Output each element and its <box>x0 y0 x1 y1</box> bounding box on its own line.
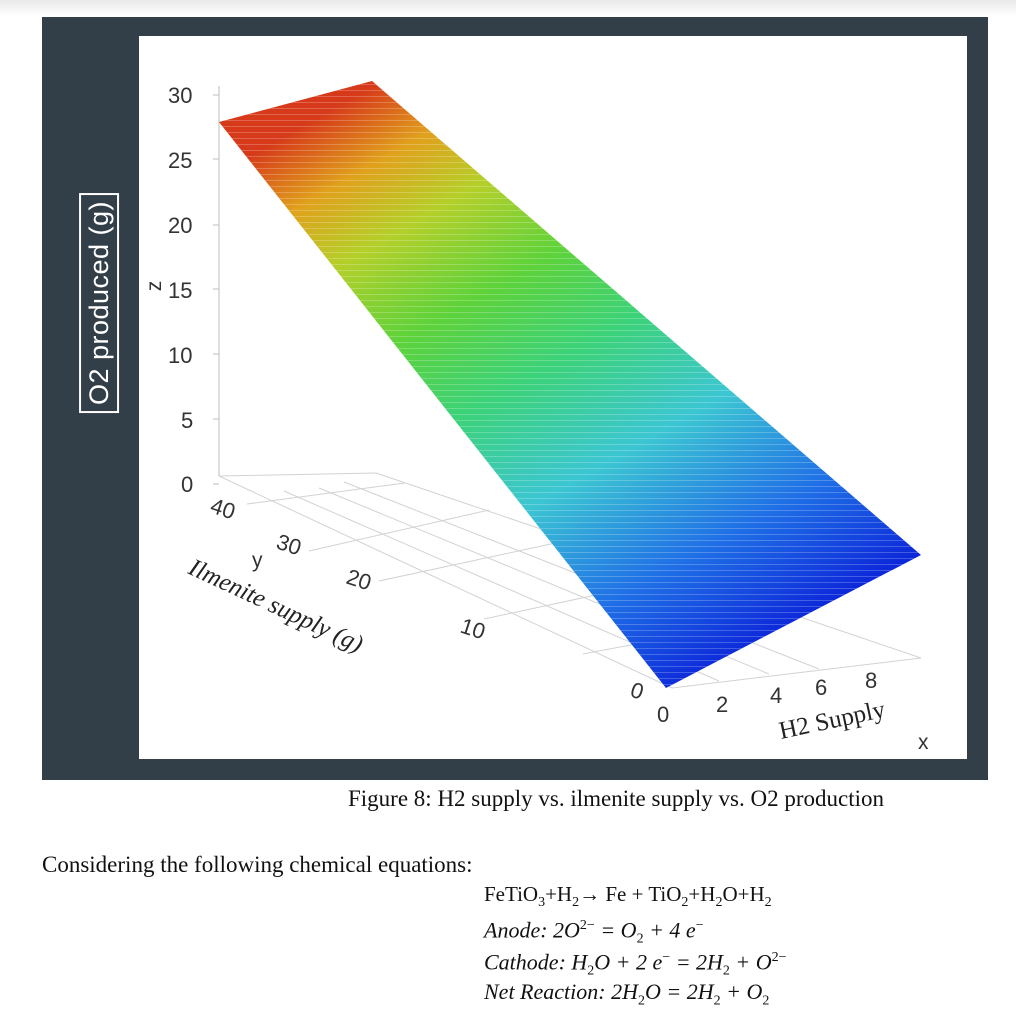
eq-part: → Fe + TiO <box>579 882 682 906</box>
eq-part: +H <box>688 882 716 906</box>
z-axis-name: z <box>143 281 166 292</box>
x-tick-label: 8 <box>865 668 877 693</box>
eq-sub: 2 <box>681 895 689 911</box>
outer-z-axis-label: O2 produced (g) <box>74 170 124 436</box>
y-axis-label: Ilmenite supply (g) <box>184 554 367 659</box>
eq-sub: 2 <box>764 895 772 911</box>
equation-anode: Anode: 2O2− = O2 + 4 e− <box>484 912 704 954</box>
x-axis-name: x <box>918 731 929 754</box>
eq-sup: − <box>662 950 671 965</box>
z-tick-label: 30 <box>168 83 192 108</box>
z-axis <box>213 86 220 485</box>
x-tick-label: 6 <box>815 675 827 700</box>
floor-outline <box>218 472 922 689</box>
eq-part: O = 2H <box>644 979 714 1004</box>
eq-part: + O <box>720 979 763 1004</box>
equation-net-reaction: Net Reaction: 2H2O = 2H2 + O2 <box>484 978 769 1015</box>
y-tick-label: 0 <box>627 677 646 705</box>
eq-sup: 2− <box>771 950 787 965</box>
z-tick-labels: 30 25 20 15 10 5 0 <box>168 83 193 497</box>
eq-sub: 2 <box>637 993 645 1009</box>
eq-colon: : <box>540 917 554 943</box>
eq-label: Cathode <box>484 949 559 975</box>
eq-part: H <box>571 949 588 975</box>
y-tick-label: 20 <box>343 564 374 595</box>
eq-sub: 2 <box>715 895 723 911</box>
z-tick-label: 10 <box>168 343 192 368</box>
z-tick-label: 25 <box>168 148 192 173</box>
eq-label: Anode <box>484 917 541 943</box>
eq-part: 2H <box>611 979 638 1004</box>
eq-colon: : <box>558 949 572 975</box>
eq-sub: 2 <box>636 931 644 947</box>
eq-sub: 2 <box>587 963 595 979</box>
equation-ilmenite-reduction: FeTiO3+H2→ Fe + TiO2+H2O+H2 <box>484 880 772 917</box>
eq-sup: − <box>695 918 704 933</box>
plot-panel: 30 25 20 15 10 5 0 z 40 30 20 10 0 y Ilm… <box>139 36 967 759</box>
eq-colon: : <box>598 979 612 1004</box>
eq-part: FeTiO <box>484 882 539 906</box>
equation-cathode: Cathode: H2O + 2 e− = 2H2 + O2− <box>484 944 787 986</box>
y-axis-name: y <box>252 549 263 572</box>
eq-part: O + 2 e <box>594 949 663 975</box>
eq-sub: 2 <box>572 895 580 911</box>
floor-grid-line <box>378 538 575 582</box>
eq-sub: 2 <box>722 963 730 979</box>
x-tick-label: 4 <box>770 683 782 708</box>
floor-grid-line <box>308 509 490 552</box>
outer-z-axis-label-text: O2 produced (g) <box>79 192 120 414</box>
eq-label: Net Reaction <box>484 979 599 1004</box>
surface-mesh <box>219 81 921 688</box>
eq-part: + 4 e <box>643 917 696 943</box>
z-tick-label: 15 <box>168 278 192 303</box>
eq-part: O+H <box>722 882 765 906</box>
floor-grid-line <box>246 482 406 505</box>
equations-intro: Considering the following chemical equat… <box>42 852 473 877</box>
z-tick-label: 5 <box>181 408 193 433</box>
surface-plot: 30 25 20 15 10 5 0 z 40 30 20 10 0 y Ilm… <box>143 81 929 754</box>
x-tick-labels: 0 2 4 6 8 <box>657 668 877 727</box>
x-tick-label: 2 <box>716 692 728 717</box>
surface <box>219 81 921 688</box>
eq-part: = O <box>594 917 637 943</box>
eq-part: = 2H <box>670 949 723 975</box>
figure-caption: Figure 8: H2 supply vs. ilmenite supply … <box>348 786 885 811</box>
z-tick-label: 0 <box>181 472 193 497</box>
eq-part: + O <box>729 949 772 975</box>
y-tick-label: 30 <box>273 529 304 560</box>
y-tick-label: 40 <box>207 493 238 524</box>
eq-sub: 2 <box>762 993 770 1009</box>
y-tick-label: 10 <box>457 613 488 644</box>
eq-sub: 2 <box>713 993 721 1009</box>
z-tick-label: 20 <box>168 213 192 238</box>
page-top-bar <box>0 0 1016 16</box>
eq-sub: 3 <box>538 895 546 911</box>
eq-sup: 2− <box>579 918 595 933</box>
eq-part: +H <box>545 882 573 906</box>
eq-part: 2O <box>553 917 580 943</box>
x-tick-label: 0 <box>657 702 669 727</box>
x-axis-label: H2 Supply <box>777 696 888 745</box>
